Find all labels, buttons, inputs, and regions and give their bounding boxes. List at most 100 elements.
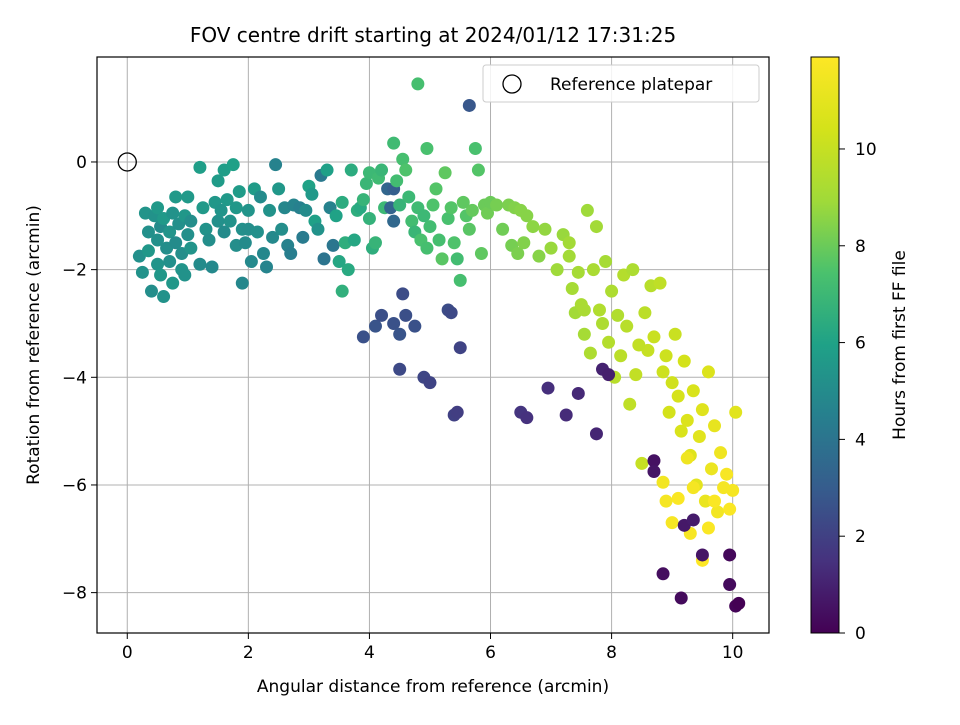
data-point [611, 308, 625, 322]
legend: Reference platepar [482, 64, 760, 103]
data-point [317, 252, 331, 266]
data-point [387, 136, 401, 150]
data-point [480, 206, 494, 220]
data-point [141, 244, 155, 258]
data-point [668, 327, 682, 341]
data-point [671, 491, 685, 505]
data-point [692, 430, 706, 444]
data-point [647, 465, 661, 479]
x-tick-label: 4 [364, 643, 375, 663]
data-point [326, 238, 340, 252]
data-point [241, 203, 255, 217]
data-point [544, 241, 558, 255]
data-point [468, 142, 482, 156]
data-point [341, 263, 355, 277]
data-point [214, 203, 228, 217]
y-tick-label: −2 [62, 261, 87, 281]
data-point [671, 389, 685, 403]
y-axis-label: Rotation from reference (arcmin) [24, 205, 44, 485]
data-point [405, 214, 419, 228]
data-point [151, 201, 165, 215]
data-point [698, 494, 712, 508]
data-point [157, 290, 171, 304]
data-point [720, 467, 734, 481]
data-point [577, 327, 591, 341]
data-point [490, 198, 504, 212]
data-point [520, 411, 534, 425]
data-point [154, 268, 168, 282]
data-point [701, 521, 715, 535]
data-point [253, 190, 267, 204]
data-point [311, 222, 325, 236]
data-point [635, 456, 649, 470]
data-point [589, 220, 603, 234]
data-point [368, 319, 382, 333]
chart-title: FOV centre drift starting at 2024/01/12 … [190, 23, 676, 47]
data-point [632, 338, 646, 352]
data-point [269, 158, 283, 172]
x-tick-label: 2 [243, 643, 254, 663]
data-point [589, 427, 603, 441]
data-point [723, 578, 737, 592]
data-point [393, 198, 407, 212]
data-point [602, 335, 616, 349]
data-point [496, 222, 510, 236]
data-point [169, 236, 183, 250]
data-point [272, 182, 286, 196]
plot-frame [96, 56, 770, 634]
data-point [447, 236, 461, 250]
colorbar-tick-label: 4 [855, 430, 866, 450]
colorbar-gradient [810, 56, 840, 634]
data-point [465, 203, 479, 217]
data-point [266, 230, 280, 244]
data-point [647, 454, 661, 468]
reference-platepar-marker [117, 152, 137, 172]
data-point [656, 475, 670, 489]
data-point [602, 368, 616, 382]
data-point [729, 405, 743, 419]
data-point [571, 386, 585, 400]
legend-label: Reference platepar [550, 75, 712, 95]
data-point [674, 424, 688, 438]
data-point [320, 163, 334, 177]
data-point [217, 225, 231, 239]
data-point [305, 187, 319, 201]
data-point [332, 255, 346, 269]
data-point [375, 308, 389, 322]
data-point [732, 596, 746, 610]
data-point [562, 236, 576, 250]
data-point [423, 220, 437, 234]
data-point [335, 195, 349, 209]
data-point [202, 233, 216, 247]
data-point [550, 263, 564, 277]
y-tick-label: 0 [76, 153, 87, 173]
data-point [695, 403, 709, 417]
data-point [396, 287, 410, 301]
data-point [541, 381, 555, 395]
data-point [223, 214, 237, 228]
data-point [344, 163, 358, 177]
data-point [474, 246, 488, 260]
data-point [686, 513, 700, 527]
data-point [708, 419, 722, 433]
data-point [686, 384, 700, 398]
data-point [263, 203, 277, 217]
data-point [471, 163, 485, 177]
data-point [335, 284, 349, 298]
data-point [723, 548, 737, 562]
data-point [284, 246, 298, 260]
legend-open-circle-icon [502, 74, 522, 94]
data-point [686, 481, 700, 495]
data-point [701, 365, 715, 379]
data-point [441, 211, 455, 225]
data-point [708, 494, 722, 508]
y-tick-label: −6 [62, 476, 87, 496]
data-point [704, 462, 718, 476]
data-point [680, 451, 694, 465]
data-point [184, 241, 198, 255]
data-point [193, 257, 207, 271]
data-point [665, 376, 679, 390]
x-axis-label: Angular distance from reference (arcmin) [257, 677, 609, 697]
data-point [450, 405, 464, 419]
